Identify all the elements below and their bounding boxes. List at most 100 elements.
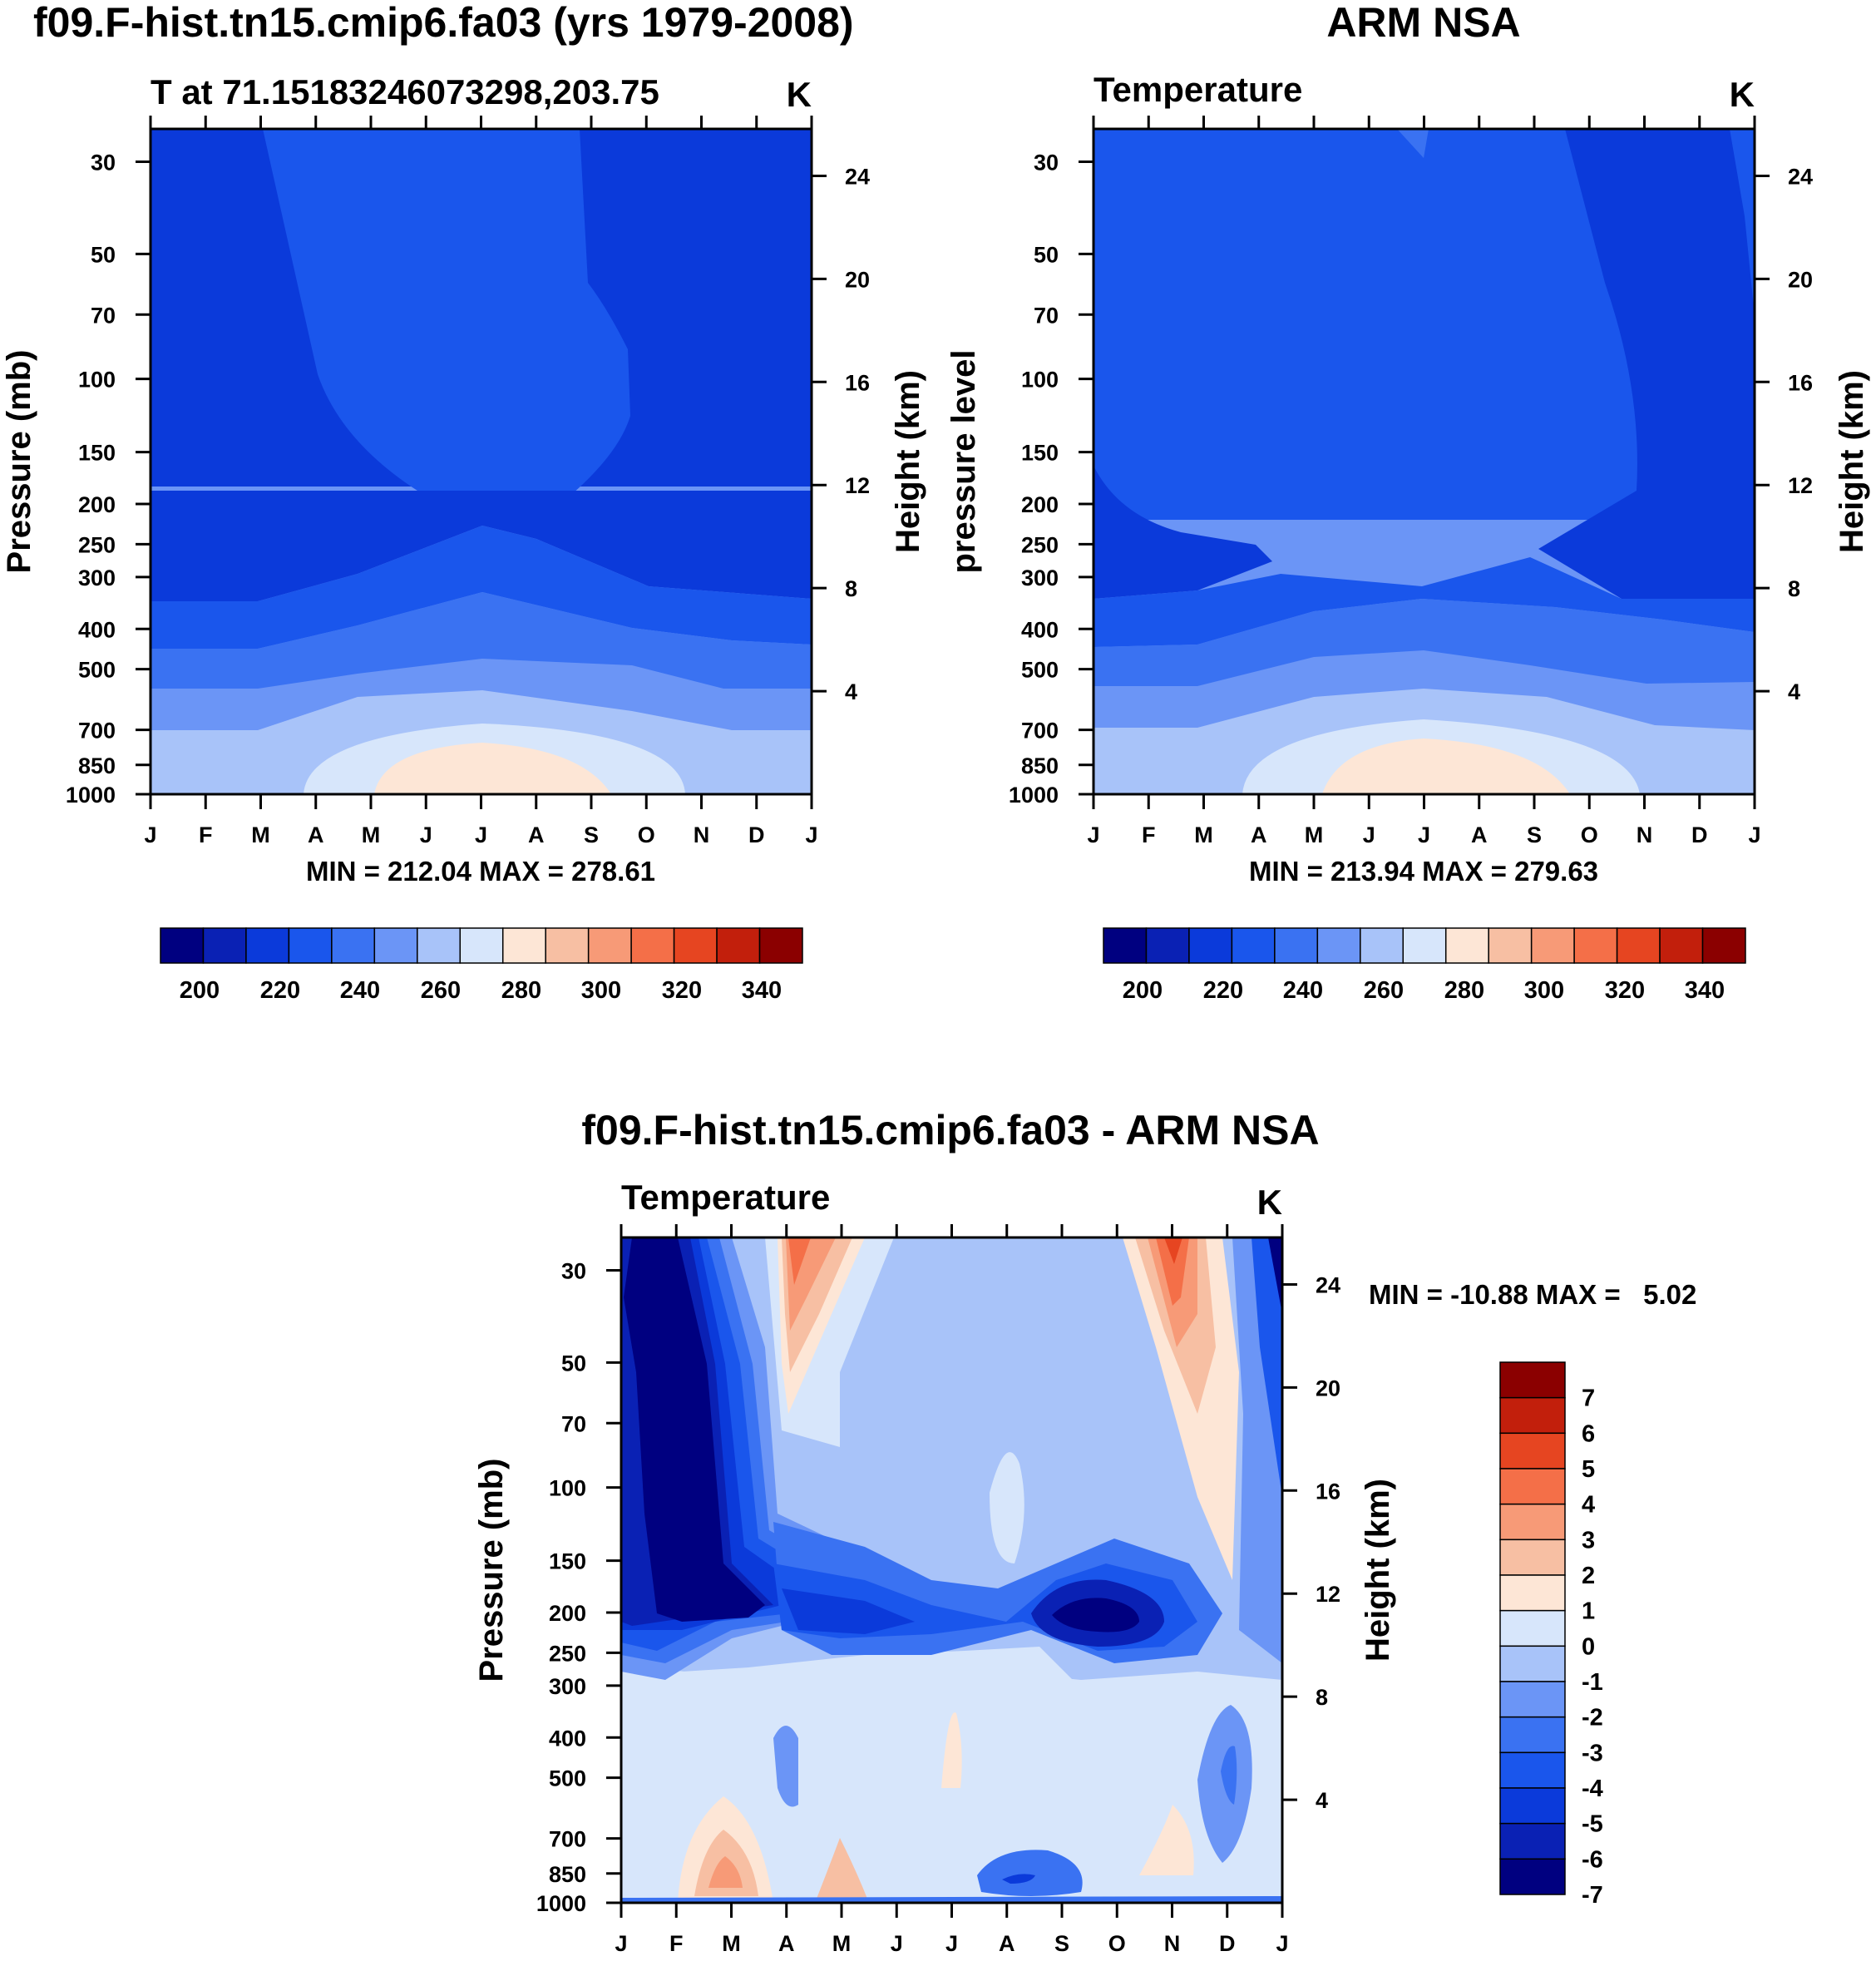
band-225-235 xyxy=(151,592,812,689)
panel-observation-colorbar-label: 200 xyxy=(1123,977,1163,1004)
band-220-225 xyxy=(151,526,812,649)
panel-difference-colorbar: 7 6 5 4 3 2 1 0 -1 -2 -3 -4 -5 -6 -7 xyxy=(1499,1361,1603,1909)
y-tick-label: 850 xyxy=(549,1862,586,1887)
colorbar-swatch xyxy=(1360,927,1405,964)
colorbar-label: -5 xyxy=(1582,1811,1603,1838)
diff-strat-july-pale xyxy=(990,1452,1024,1563)
x-tick-label: S xyxy=(584,822,599,847)
colorbar-swatch xyxy=(417,927,462,964)
y-right-tick-label: 24 xyxy=(1316,1272,1340,1297)
x-tick-label: J xyxy=(1276,1931,1288,1956)
colorbar-swatch xyxy=(630,927,675,964)
band-upper-tropo xyxy=(151,491,812,601)
x-tick-label: J xyxy=(1748,822,1760,847)
panel-difference-units: K xyxy=(1257,1183,1282,1222)
band-275-280 xyxy=(1322,738,1570,794)
colorbar-swatch xyxy=(1499,1574,1566,1612)
colorbar-label: 5 xyxy=(1582,1456,1595,1483)
x-tick-label: A xyxy=(778,1931,795,1956)
panel-difference-subtitle: Temperature xyxy=(621,1178,830,1217)
panel-model-colorbar-label: 240 xyxy=(340,977,380,1004)
panel-model-colorbar-label: 220 xyxy=(260,977,300,1004)
colorbar-swatch xyxy=(1499,1645,1566,1682)
colorbar-swatch xyxy=(501,927,546,964)
y-tick-label: 200 xyxy=(549,1601,586,1626)
y-tick-label: 200 xyxy=(1021,492,1059,517)
y-tick-label: 70 xyxy=(91,303,116,328)
diff-warm-nov-low xyxy=(1139,1805,1194,1875)
x-tick-label: O xyxy=(1108,1931,1126,1956)
colorbar-label: -6 xyxy=(1582,1846,1603,1873)
y-tick-label: 250 xyxy=(549,1641,586,1666)
y-tick-label: 400 xyxy=(549,1726,586,1751)
colorbar-swatch xyxy=(1499,1787,1566,1825)
panel-observation-colorbar-label: 240 xyxy=(1283,977,1323,1004)
panel-model-colorbar-label: 300 xyxy=(581,977,621,1004)
x-tick-label: M xyxy=(1194,822,1213,847)
y-tick-label: 150 xyxy=(1021,441,1059,466)
band-stratosphere-warm xyxy=(263,129,630,526)
panel-model-ylabel-right: Height (km) xyxy=(890,370,926,553)
colorbar-label: 3 xyxy=(1582,1527,1595,1553)
y-right-tick-label: 8 xyxy=(845,576,857,601)
panel-difference: f09.F-hist.tn15.cmip6.fa03 - ARM NSA Tem… xyxy=(473,1107,1696,1956)
y-tick-label: 150 xyxy=(78,441,116,466)
colorbar-label: 6 xyxy=(1582,1420,1595,1447)
y-tick-label: 100 xyxy=(78,368,116,393)
y-tick-label: 30 xyxy=(91,151,116,175)
diff-warm-apr-3 xyxy=(788,1237,811,1285)
x-tick-label: N xyxy=(1164,1931,1181,1956)
colorbar-swatch xyxy=(716,927,761,964)
x-tick-label: O xyxy=(1581,822,1598,847)
y-tick-label: 850 xyxy=(1021,753,1059,778)
panel-model-contours xyxy=(151,129,812,794)
y-tick-label: 500 xyxy=(549,1766,586,1791)
x-tick-label: J xyxy=(475,822,487,847)
y-tick-label: 70 xyxy=(561,1411,586,1436)
colorbar-swatch xyxy=(459,927,504,964)
band-225-235 xyxy=(1094,599,1755,686)
colorbar-swatch xyxy=(545,927,590,964)
colorbar-label: -3 xyxy=(1582,1740,1603,1766)
y-tick-label: 100 xyxy=(549,1476,586,1501)
panel-observation-contours xyxy=(1094,129,1755,794)
x-tick-label: A xyxy=(1471,822,1488,847)
colorbar-label: 7 xyxy=(1582,1386,1595,1412)
panel-observation-ylabel: pressure level xyxy=(945,349,982,573)
colorbar-label: -7 xyxy=(1582,1882,1603,1909)
colorbar-label: 1 xyxy=(1582,1598,1595,1625)
panel-model-colorbar-label: 340 xyxy=(742,977,782,1004)
y-tick-label: 400 xyxy=(1021,617,1059,642)
y-tick-label: 850 xyxy=(78,753,116,778)
colorbar-swatch xyxy=(202,927,247,964)
colorbar-swatch xyxy=(1499,1858,1566,1895)
y-tick-label: 50 xyxy=(561,1351,586,1376)
y-tick-label: 500 xyxy=(1021,658,1059,683)
panel-observation-units: K xyxy=(1730,75,1755,114)
y-tick-label: 300 xyxy=(1021,566,1059,590)
y-tick-label: 50 xyxy=(91,242,116,267)
colorbar-label: -2 xyxy=(1582,1705,1603,1731)
colorbar-swatch xyxy=(1274,927,1319,964)
panel-model-colorbar-label: 320 xyxy=(662,977,702,1004)
colorbar-swatch xyxy=(1499,1503,1566,1541)
y-right-tick-label: 4 xyxy=(1316,1788,1328,1813)
x-tick-label: J xyxy=(805,822,817,847)
panel-observation-colorbar-label: 340 xyxy=(1685,977,1725,1004)
colorbar-swatch xyxy=(1499,1681,1566,1718)
band-stratosphere-cold-right xyxy=(1538,129,1755,599)
x-tick-label: A xyxy=(308,822,324,847)
panel-observation: ARM NSA Temperature K J F M A M J J A S O N D J 30 50… xyxy=(945,0,1870,1004)
panel-observation-colorbar-label: 220 xyxy=(1203,977,1243,1004)
diff-cold-left-core xyxy=(624,1237,765,1622)
colorbar-label: 0 xyxy=(1582,1633,1595,1660)
x-tick-label: J xyxy=(420,822,432,847)
panel-model-colorbar-label: 280 xyxy=(501,977,541,1004)
band-275-280 xyxy=(374,743,611,794)
panel-difference-stats: MIN = -10.88 MAX = 5.02 xyxy=(1369,1279,1696,1310)
colorbar-swatch xyxy=(673,927,718,964)
y-right-tick-label: 16 xyxy=(1788,370,1813,395)
y-right-tick-label: 16 xyxy=(845,370,870,395)
